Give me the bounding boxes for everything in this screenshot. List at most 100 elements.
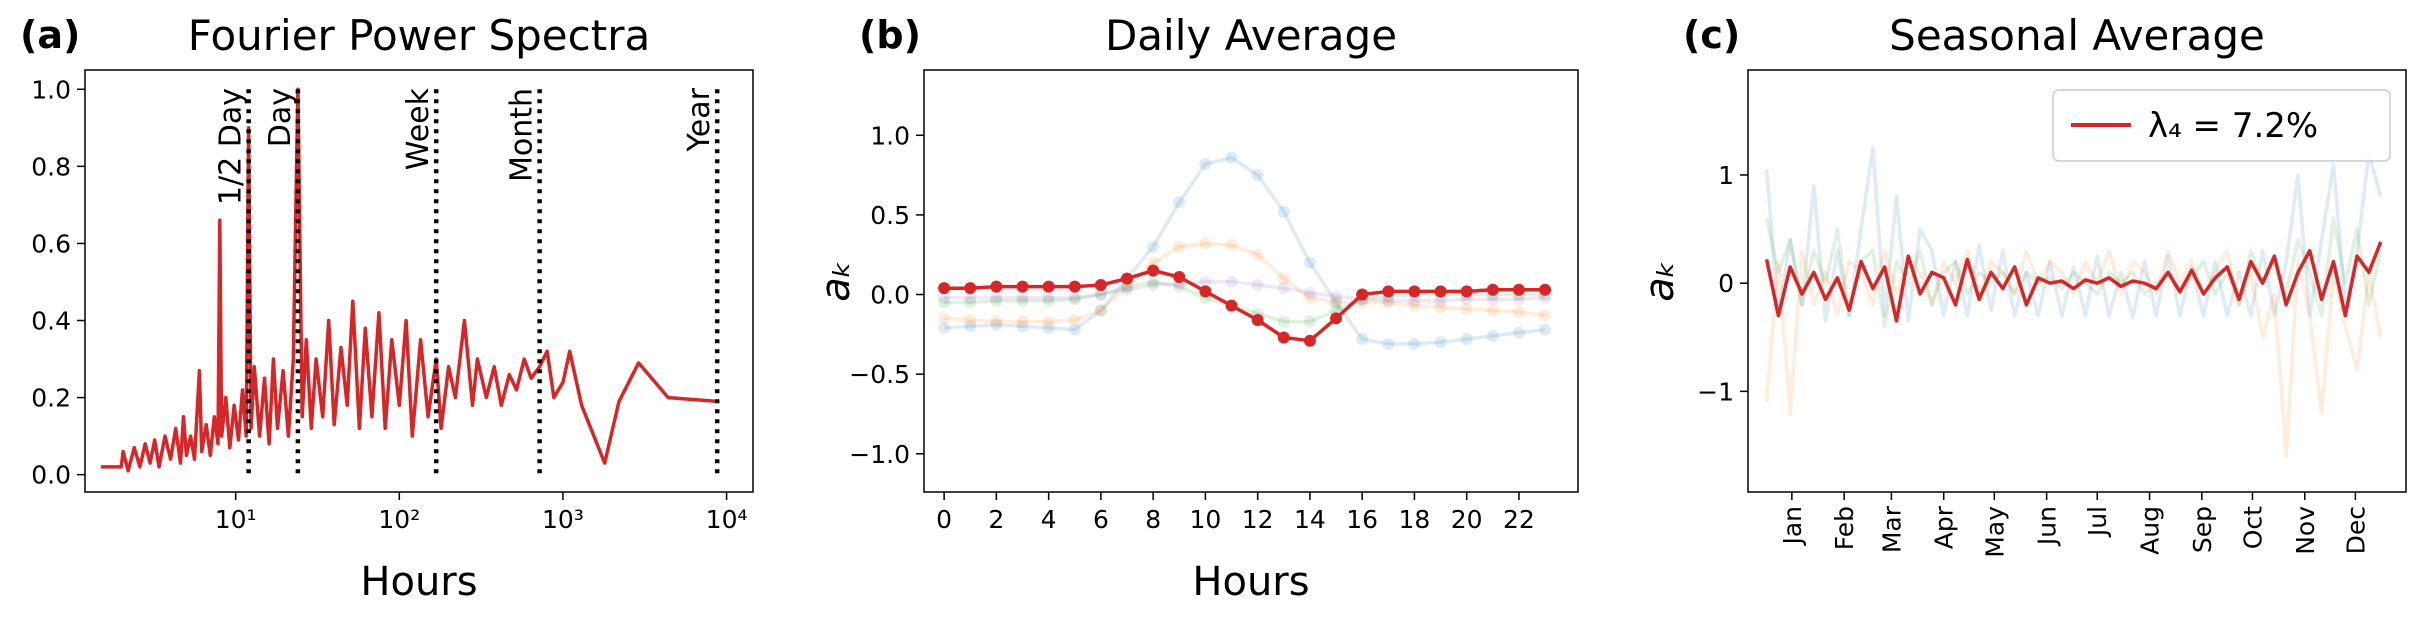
reference-label: Month (505, 88, 540, 182)
point (1173, 196, 1186, 209)
point (1199, 275, 1212, 288)
point (1356, 288, 1369, 301)
point (1303, 286, 1316, 299)
plot-area (100, 87, 718, 473)
point (1016, 291, 1029, 304)
point (1147, 240, 1160, 253)
point (1277, 205, 1290, 218)
point (1068, 323, 1081, 336)
y-tick-label: 1.0 (870, 121, 910, 150)
point (1016, 315, 1029, 328)
point (938, 291, 951, 304)
point (1277, 282, 1290, 295)
point (1199, 285, 1212, 298)
point (1303, 315, 1316, 328)
x-tick-label: 12 (1242, 505, 1274, 534)
point (1434, 336, 1447, 349)
point (990, 315, 1003, 328)
x-tick-label: Nov (2291, 506, 2320, 555)
point (1382, 296, 1395, 309)
point (1173, 280, 1186, 293)
point (1303, 291, 1316, 304)
point (1147, 278, 1160, 291)
y-axis-label: aₖ (1637, 260, 1683, 302)
x-tick-label: 10⁴ (706, 505, 748, 534)
series-line (1764, 241, 2383, 323)
x-tick-label: 0 (936, 505, 952, 534)
point (1173, 271, 1186, 284)
point (1094, 288, 1107, 301)
series-line (943, 241, 1546, 324)
point (1303, 334, 1316, 347)
point (1042, 315, 1055, 328)
point (1094, 304, 1107, 317)
point (1121, 272, 1134, 285)
plot-area (1764, 146, 2383, 459)
point (1042, 294, 1055, 307)
panel-label: (c) (1683, 13, 1740, 57)
x-tick-label: 10 (1189, 505, 1221, 534)
x-tick-label: 2 (988, 505, 1004, 534)
point (1094, 288, 1107, 301)
point (938, 282, 951, 295)
series-line (100, 87, 718, 473)
point (1147, 264, 1160, 277)
point (1382, 294, 1395, 307)
point (1460, 333, 1473, 346)
y-tick-label: 0.0 (870, 281, 910, 310)
point (1173, 240, 1186, 253)
point (1016, 320, 1029, 333)
legend-label: λ₄ = 7.2% (2148, 106, 2318, 146)
x-tick-label: Dec (2341, 506, 2370, 554)
reference-label: 1/2 Day (214, 88, 249, 205)
point (1068, 314, 1081, 327)
y-tick-label: 1 (1718, 161, 1734, 190)
plot-area (938, 151, 1552, 350)
point (1225, 275, 1238, 288)
x-tick-label: Mar (1877, 505, 1906, 553)
point (964, 314, 977, 327)
point (1016, 280, 1029, 293)
x-tick-label: Feb (1830, 506, 1859, 550)
x-tick-label: Jan (1778, 506, 1807, 547)
point (1486, 293, 1499, 306)
point (964, 320, 977, 333)
point (1251, 278, 1264, 291)
point (1486, 304, 1499, 317)
x-tick-label: 10² (378, 505, 420, 534)
reference-label: Week (401, 87, 436, 170)
x-tick-label: Jun (2033, 506, 2062, 547)
point (938, 312, 951, 325)
series-line (944, 280, 1546, 303)
point (1512, 283, 1525, 296)
y-tick-label: 0.0 (31, 461, 71, 490)
point (1251, 169, 1264, 182)
x-tick-label: Apr (1930, 505, 1959, 549)
point (1225, 299, 1238, 312)
point (990, 318, 1003, 331)
point (1408, 337, 1421, 350)
y-tick-label: 0.2 (31, 384, 71, 413)
point (1068, 291, 1081, 304)
x-tick-label: 22 (1503, 505, 1535, 534)
panel-label: (b) (859, 13, 921, 57)
point (990, 294, 1003, 307)
point (1330, 290, 1343, 303)
point (990, 280, 1003, 293)
point (1068, 280, 1081, 293)
point (1199, 157, 1212, 170)
point (1434, 301, 1447, 314)
point (1356, 333, 1369, 346)
x-tick-label: 6 (1093, 505, 1109, 534)
series-line (943, 155, 1546, 346)
series-line (1764, 146, 2383, 323)
point (1512, 326, 1525, 339)
point (1539, 323, 1552, 336)
y-tick-label: −0.5 (849, 360, 910, 389)
point (1408, 294, 1421, 307)
point (1382, 337, 1395, 350)
point (1460, 302, 1473, 315)
point (1460, 285, 1473, 298)
point (1225, 239, 1238, 252)
